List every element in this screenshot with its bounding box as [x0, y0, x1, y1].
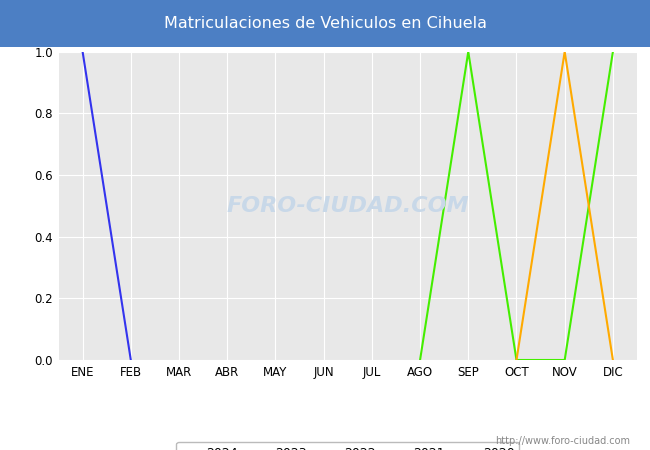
- Text: Matriculaciones de Vehiculos en Cihuela: Matriculaciones de Vehiculos en Cihuela: [164, 16, 486, 31]
- Text: FORO-CIUDAD.COM: FORO-CIUDAD.COM: [226, 196, 469, 216]
- Text: http://www.foro-ciudad.com: http://www.foro-ciudad.com: [495, 436, 630, 446]
- Legend: 2024, 2023, 2022, 2021, 2020: 2024, 2023, 2022, 2021, 2020: [176, 442, 519, 450]
